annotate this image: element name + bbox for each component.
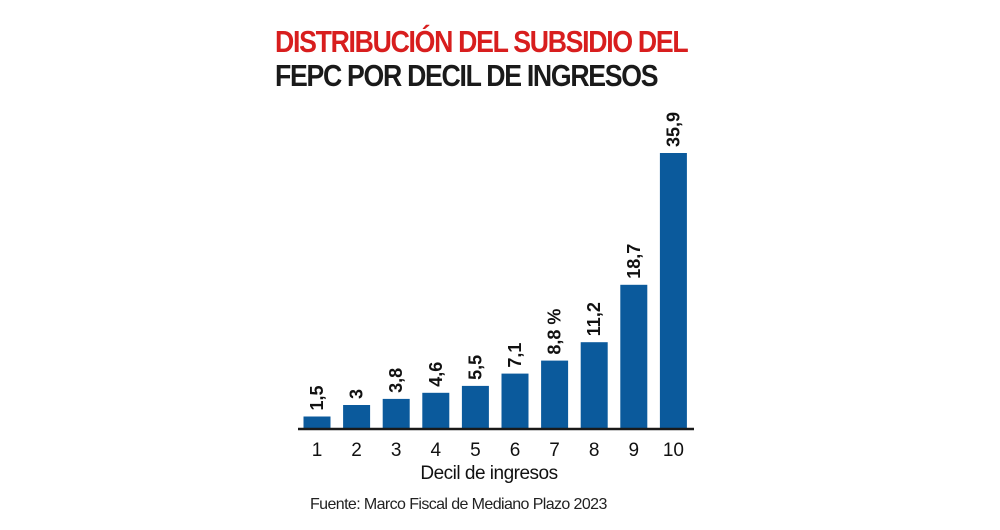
source-note: Fuente: Marco Fiscal de Mediano Plazo 20… — [310, 496, 607, 513]
bar-decil-8 — [580, 342, 608, 428]
x-tick-label-10: 10 — [663, 440, 684, 461]
value-label-decil-5: 5,5 — [465, 355, 485, 380]
value-label-decil-6: 7,1 — [505, 343, 525, 368]
value-label-decil-7: 8,8 % — [545, 309, 565, 355]
value-label-decil-2: 3 — [347, 389, 367, 399]
x-tick-label-9: 9 — [629, 440, 640, 461]
x-tick-label-3: 3 — [391, 440, 402, 461]
x-tick-labels-group: 1 2 3 4 5 6 7 8 9 10 — [312, 440, 684, 461]
bar-decil-5 — [461, 385, 489, 428]
value-label-decil-3: 3,8 — [386, 368, 406, 393]
x-tick-label-1: 1 — [312, 440, 323, 461]
value-labels-group: 1,5 3 3,8 4,6 5,5 7,1 8,8 % 11,2 18,7 35,9 — [307, 112, 683, 411]
x-tick-label-6: 6 — [510, 440, 521, 461]
x-tick-label-2: 2 — [351, 440, 362, 461]
x-tick-label-8: 8 — [589, 440, 600, 461]
bar-decil-4 — [422, 392, 450, 428]
value-label-decil-1: 1,5 — [307, 385, 327, 410]
x-tick-label-7: 7 — [549, 440, 560, 461]
x-axis-label: Decil de ingresos — [420, 463, 557, 484]
x-tick-label-5: 5 — [470, 440, 481, 461]
chart-title-line-1: DISTRIBUCIÓN DEL SUBSIDIO DEL — [275, 24, 689, 59]
bar-decil-3 — [382, 398, 410, 428]
bar-decil-9 — [620, 284, 648, 428]
value-label-decil-10: 35,9 — [663, 112, 683, 147]
bar-decil-6 — [501, 373, 529, 428]
bar-decil-1 — [303, 416, 331, 428]
bar-decil-2 — [343, 405, 371, 428]
bar-decil-10 — [659, 153, 687, 428]
bars-group — [303, 153, 687, 428]
value-label-decil-4: 4,6 — [426, 362, 446, 387]
bar-decil-7 — [541, 360, 569, 428]
x-tick-label-4: 4 — [431, 440, 442, 461]
chart-title-line-2: FEPC POR DECIL DE INGRESOS — [275, 58, 659, 93]
value-label-decil-9: 18,7 — [624, 244, 644, 279]
value-label-decil-8: 11,2 — [584, 302, 604, 336]
